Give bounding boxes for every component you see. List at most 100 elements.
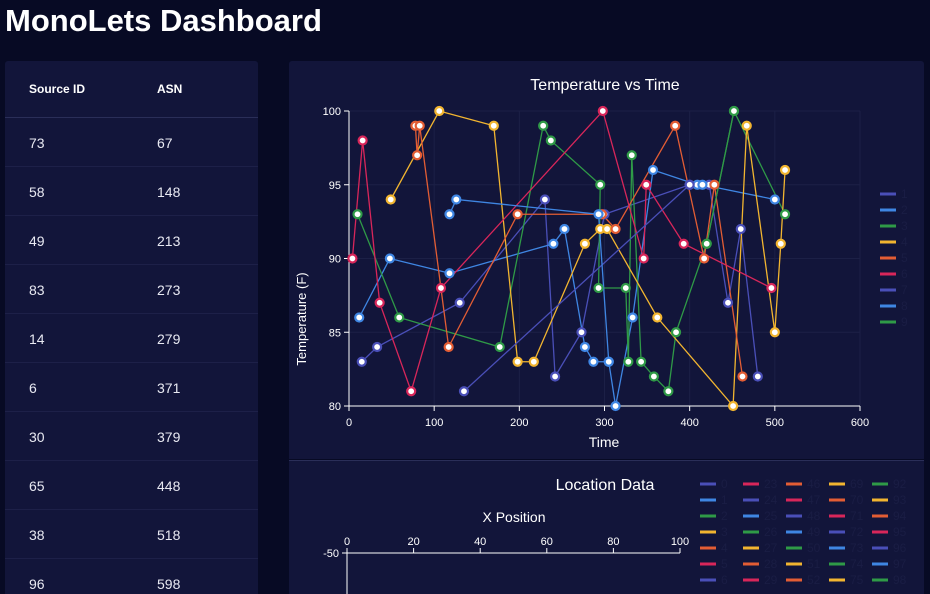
table-row[interactable]: 6 371 — [5, 363, 258, 412]
data-point-6 — [435, 282, 447, 294]
cell-source-id: 65 — [29, 478, 45, 494]
data-point-8 — [593, 209, 604, 220]
location-legend-label: 48 — [807, 509, 821, 523]
location-x-tick-label: 20 — [407, 536, 419, 548]
data-point-4 — [652, 312, 663, 323]
location-legend-label: 97 — [893, 557, 907, 571]
legend-label: 2 — [901, 203, 908, 217]
location-chart[interactable]: Location Data X Position 0 20 40 60 80 100-50… — [289, 461, 924, 594]
cell-source-id: 30 — [29, 429, 45, 445]
location-legend-label: 47 — [807, 493, 821, 507]
cell-source-id: 6 — [29, 380, 37, 396]
data-point-3 — [623, 356, 634, 367]
chart-title: Temperature vs Time — [530, 77, 679, 94]
location-legend-label: 0 — [721, 477, 728, 491]
data-point-6 — [347, 253, 358, 264]
data-point-1 — [752, 371, 763, 382]
table-row[interactable]: 96 598 — [5, 559, 258, 594]
data-point-1 — [550, 371, 561, 382]
table-row[interactable]: 65 448 — [5, 461, 258, 510]
location-x-tick-label: 0 — [344, 536, 350, 548]
x-tick-label: 100 — [425, 417, 443, 429]
y-tick-label: 100 — [323, 106, 341, 118]
series-line-7 — [463, 184, 691, 392]
data-point-6 — [357, 135, 368, 146]
series-line-1 — [361, 184, 759, 379]
table-row[interactable]: 83 273 — [5, 265, 258, 314]
data-point-3 — [626, 150, 637, 161]
column-header-asn[interactable]: ASN — [157, 82, 183, 96]
data-point-3 — [494, 341, 505, 353]
data-point-1 — [454, 297, 465, 308]
cell-asn: 148 — [157, 184, 181, 200]
data-point-2 — [627, 312, 638, 323]
table-row[interactable]: 49 213 — [5, 216, 258, 265]
data-point-4 — [741, 120, 752, 131]
data-point-8 — [444, 209, 455, 220]
location-legend-label: 26 — [764, 525, 778, 539]
cell-asn: 518 — [157, 527, 181, 543]
location-legend-label: 93 — [893, 493, 907, 507]
table-row[interactable]: 38 518 — [5, 510, 258, 559]
data-point-3 — [636, 356, 647, 367]
location-legend-label: 24 — [764, 493, 778, 507]
table-row[interactable]: 14 279 — [5, 314, 258, 363]
data-point-1 — [539, 194, 550, 205]
legend-label: 8 — [901, 299, 908, 313]
table-header: Source ID ASN — [5, 61, 258, 118]
series-line-5 — [414, 123, 744, 377]
temperature-chart-panel: Temperature vs Time Time Temperature (F)… — [289, 61, 924, 459]
location-legend-label: 71 — [850, 509, 864, 523]
temperature-chart[interactable]: Temperature vs Time Time Temperature (F)… — [289, 61, 924, 459]
legend-label: 1 — [901, 187, 908, 201]
data-point-1 — [735, 223, 746, 235]
data-point-3 — [663, 386, 674, 397]
location-legend-label: 23 — [764, 477, 778, 491]
data-point-2 — [354, 312, 365, 323]
location-legend-label: 4 — [721, 541, 728, 555]
data-point-4 — [488, 120, 499, 131]
data-point-1 — [372, 341, 383, 353]
location-legend-label: 70 — [850, 493, 864, 507]
data-point-6 — [638, 253, 649, 264]
data-point-3 — [779, 209, 791, 220]
table-row[interactable]: 73 67 — [5, 118, 258, 167]
location-legend-label: 28 — [764, 557, 778, 571]
data-point-6 — [597, 105, 608, 117]
x-axis-label: Time — [589, 434, 620, 450]
location-x-tick-label: 100 — [671, 536, 689, 548]
location-legend-label: 6 — [721, 573, 728, 587]
data-point-3 — [648, 371, 659, 382]
data-point-5 — [443, 341, 454, 353]
cell-asn: 448 — [157, 478, 181, 494]
location-legend-label: 96 — [893, 541, 907, 555]
location-legend-label: 5 — [721, 557, 728, 571]
cell-asn: 598 — [157, 576, 181, 592]
data-point-1 — [722, 297, 734, 308]
data-point-3 — [593, 282, 604, 294]
data-point-3 — [394, 312, 405, 323]
cell-source-id: 96 — [29, 576, 45, 592]
cell-asn: 67 — [157, 135, 173, 151]
cell-source-id: 58 — [29, 184, 45, 200]
legend-label: 5 — [901, 251, 908, 265]
location-legend-label: 94 — [893, 509, 907, 523]
x-tick-label: 400 — [680, 417, 698, 429]
location-legend-label: 1 — [721, 493, 728, 507]
data-point-5 — [709, 179, 720, 190]
location-chart-panel: Location Data X Position 0 20 40 60 80 100 -50… — [289, 460, 924, 594]
x-tick-label: 500 — [766, 417, 784, 429]
column-header-source-id[interactable]: Source ID — [29, 82, 86, 96]
location-legend-label: 46 — [807, 477, 821, 491]
cell-asn: 279 — [157, 331, 181, 347]
y-tick-label: 95 — [329, 180, 341, 192]
y-tick-label: 80 — [329, 401, 341, 413]
table-row[interactable]: 58 148 — [5, 167, 258, 216]
location-legend-label: 92 — [893, 477, 907, 491]
data-point-3 — [545, 135, 556, 146]
table-row[interactable]: 30 379 — [5, 412, 258, 461]
source-table: Source ID ASN 73 67 58 148 49 213 83 273 14 2… — [5, 61, 258, 594]
data-point-4 — [728, 400, 739, 412]
data-point-7 — [684, 179, 695, 190]
location-y-tick-label: -50 — [323, 548, 339, 560]
